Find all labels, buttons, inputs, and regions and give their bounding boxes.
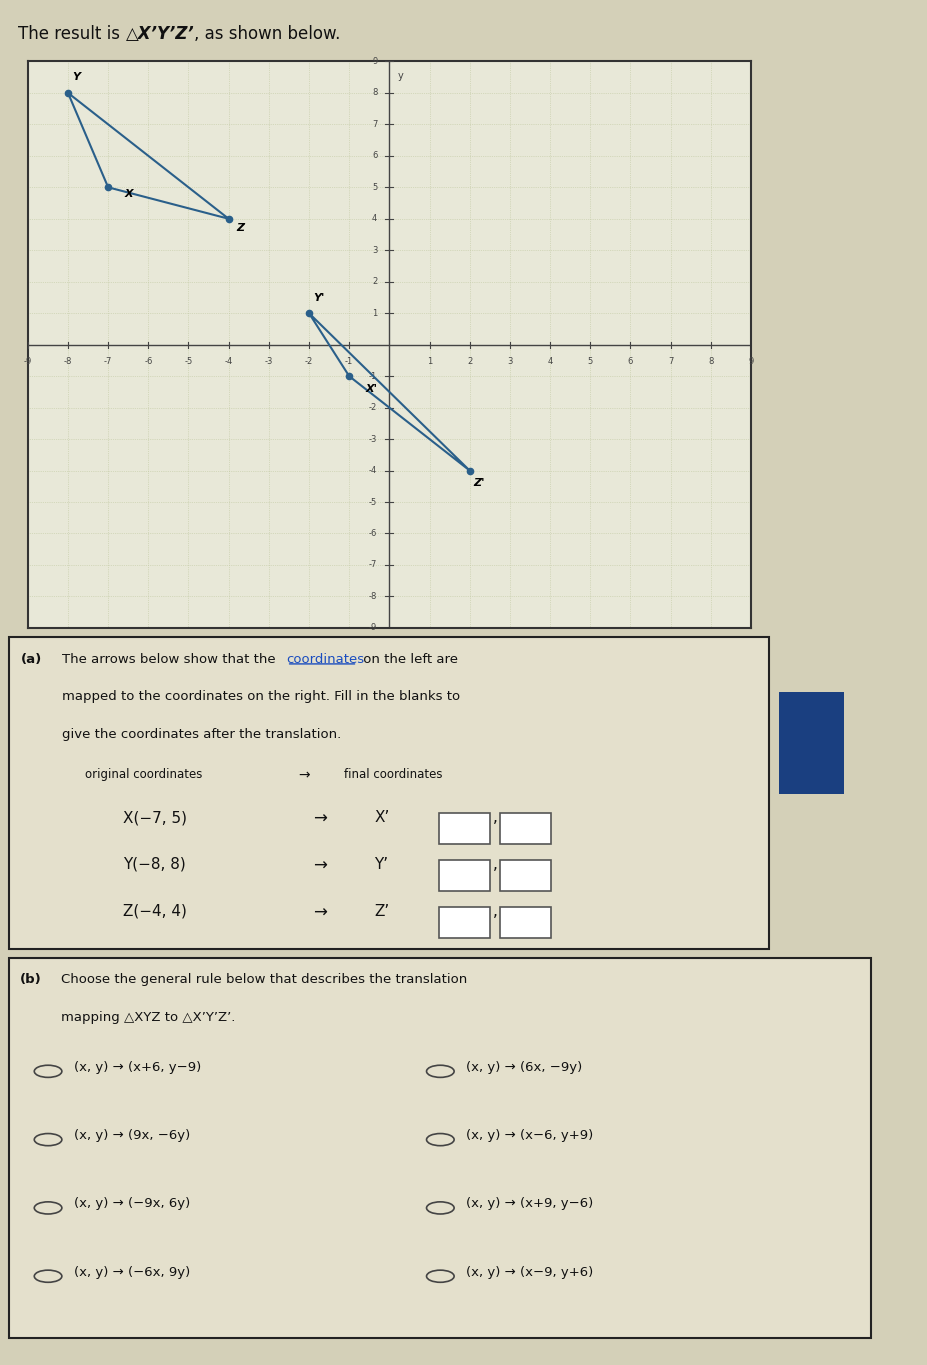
Text: -7: -7 bbox=[104, 358, 112, 366]
Text: -9: -9 bbox=[24, 358, 32, 366]
Text: -7: -7 bbox=[369, 561, 377, 569]
Text: on the left are: on the left are bbox=[359, 652, 458, 666]
Text: The result is: The result is bbox=[19, 25, 125, 42]
Text: 8: 8 bbox=[372, 89, 377, 97]
Text: -2: -2 bbox=[369, 403, 377, 412]
Text: 5: 5 bbox=[588, 358, 592, 366]
Text: (x, y) → (x−9, y+6): (x, y) → (x−9, y+6) bbox=[466, 1265, 593, 1279]
Text: (x, y) → (−9x, 6y): (x, y) → (−9x, 6y) bbox=[74, 1197, 190, 1211]
Text: -4: -4 bbox=[369, 465, 377, 475]
Text: (x, y) → (−6x, 9y): (x, y) → (−6x, 9y) bbox=[74, 1265, 190, 1279]
Text: →: → bbox=[313, 857, 327, 875]
Text: 6: 6 bbox=[628, 358, 633, 366]
Text: -9: -9 bbox=[369, 624, 377, 632]
Text: -4: -4 bbox=[224, 358, 233, 366]
Text: y: y bbox=[398, 71, 403, 81]
Bar bbox=[500, 814, 552, 845]
Text: (x, y) → (x+9, y−6): (x, y) → (x+9, y−6) bbox=[466, 1197, 593, 1211]
Text: ,: , bbox=[493, 857, 498, 872]
Text: ,: , bbox=[493, 904, 498, 919]
Text: -8: -8 bbox=[369, 592, 377, 601]
Text: (x, y) → (6x, −9y): (x, y) → (6x, −9y) bbox=[466, 1061, 582, 1074]
Text: 6: 6 bbox=[372, 152, 377, 160]
Bar bbox=[500, 906, 552, 938]
Text: 7: 7 bbox=[372, 120, 377, 128]
Text: -1: -1 bbox=[369, 371, 377, 381]
Text: 3: 3 bbox=[372, 246, 377, 255]
Text: -6: -6 bbox=[369, 530, 377, 538]
Text: 1: 1 bbox=[427, 358, 432, 366]
Text: -8: -8 bbox=[64, 358, 72, 366]
Text: →: → bbox=[298, 768, 310, 782]
Text: Y: Y bbox=[72, 72, 80, 82]
Text: 3: 3 bbox=[507, 358, 513, 366]
Text: original coordinates: original coordinates bbox=[85, 768, 203, 781]
Text: -6: -6 bbox=[144, 358, 153, 366]
Text: Y(−8, 8): Y(−8, 8) bbox=[123, 857, 186, 872]
Text: 4: 4 bbox=[372, 214, 377, 224]
Text: Y’: Y’ bbox=[375, 857, 388, 872]
Text: Z(−4, 4): Z(−4, 4) bbox=[123, 904, 187, 919]
Text: X’: X’ bbox=[375, 811, 389, 826]
Text: X(−7, 5): X(−7, 5) bbox=[123, 811, 187, 826]
Text: mapping △XYZ to △X’Y’Z’.: mapping △XYZ to △X’Y’Z’. bbox=[61, 1011, 235, 1024]
Text: -3: -3 bbox=[264, 358, 273, 366]
Text: -5: -5 bbox=[184, 358, 193, 366]
Text: 4: 4 bbox=[548, 358, 552, 366]
Text: (a): (a) bbox=[20, 652, 42, 666]
Text: 2: 2 bbox=[467, 358, 472, 366]
Bar bbox=[500, 860, 552, 891]
Text: -2: -2 bbox=[305, 358, 313, 366]
Text: (x, y) → (x−6, y+9): (x, y) → (x−6, y+9) bbox=[466, 1129, 593, 1143]
Text: 9: 9 bbox=[748, 358, 754, 366]
Text: final coordinates: final coordinates bbox=[344, 768, 442, 781]
Text: give the coordinates after the translation.: give the coordinates after the translati… bbox=[62, 728, 342, 741]
Text: X': X' bbox=[365, 384, 377, 394]
Bar bbox=[438, 906, 490, 938]
Text: (b): (b) bbox=[19, 973, 42, 987]
Bar bbox=[438, 860, 490, 891]
Text: →: → bbox=[313, 811, 327, 829]
Text: 9: 9 bbox=[372, 57, 377, 66]
Text: Z’: Z’ bbox=[375, 904, 389, 919]
Text: 1: 1 bbox=[372, 308, 377, 318]
Bar bbox=[438, 814, 490, 845]
Text: X: X bbox=[124, 188, 133, 199]
Text: 2: 2 bbox=[372, 277, 377, 287]
Text: Z': Z' bbox=[474, 478, 485, 489]
Text: Z: Z bbox=[236, 224, 245, 233]
Text: mapped to the coordinates on the right. Fill in the blanks to: mapped to the coordinates on the right. … bbox=[62, 691, 461, 703]
Text: , as shown below.: , as shown below. bbox=[195, 25, 341, 42]
Text: -1: -1 bbox=[345, 358, 353, 366]
Text: -3: -3 bbox=[369, 434, 377, 444]
Text: ,: , bbox=[493, 811, 498, 826]
Text: 5: 5 bbox=[372, 183, 377, 192]
Text: 7: 7 bbox=[667, 358, 673, 366]
Text: -5: -5 bbox=[369, 497, 377, 506]
Text: (x, y) → (x+6, y−9): (x, y) → (x+6, y−9) bbox=[74, 1061, 201, 1074]
Text: →: → bbox=[313, 904, 327, 921]
Text: Y': Y' bbox=[313, 292, 324, 303]
Text: △X’Y’Z’: △X’Y’Z’ bbox=[125, 25, 195, 42]
Text: Choose the general rule below that describes the translation: Choose the general rule below that descr… bbox=[61, 973, 467, 987]
Text: coordinates: coordinates bbox=[286, 652, 365, 666]
Text: The arrows below show that the: The arrows below show that the bbox=[62, 652, 280, 666]
Text: (x, y) → (9x, −6y): (x, y) → (9x, −6y) bbox=[74, 1129, 190, 1143]
Text: 8: 8 bbox=[708, 358, 714, 366]
